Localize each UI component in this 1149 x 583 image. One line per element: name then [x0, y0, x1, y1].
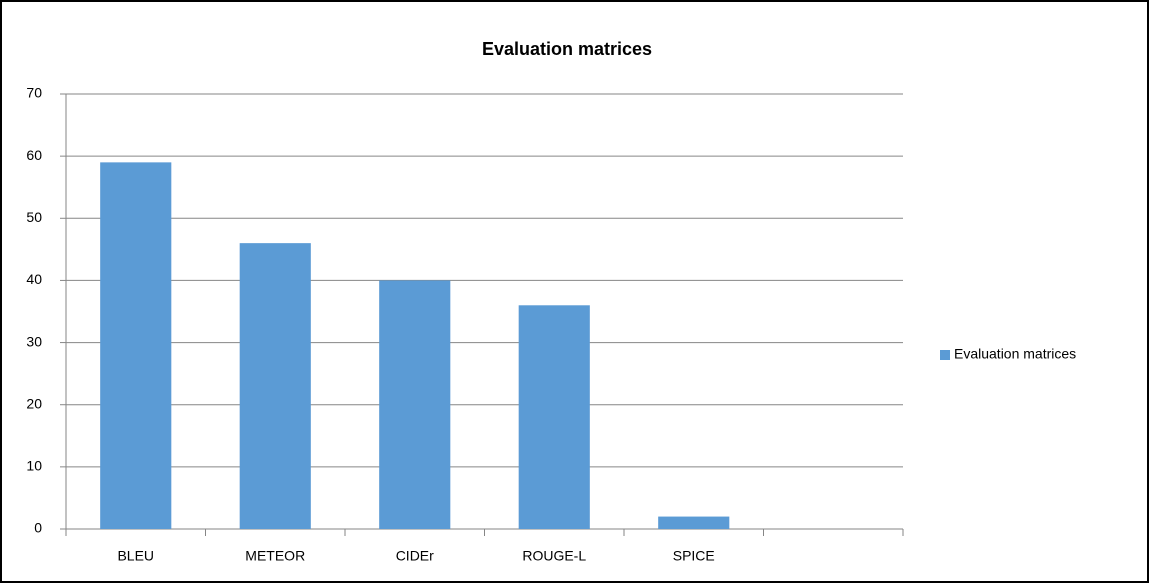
y-tick-label: 0	[34, 520, 42, 536]
chart-title: Evaluation matrices	[482, 39, 652, 59]
bar	[379, 280, 451, 529]
bar	[100, 162, 172, 529]
y-tick-label: 70	[26, 85, 42, 101]
bar	[658, 516, 730, 529]
y-tick-label: 50	[26, 209, 42, 225]
y-tick-label: 60	[26, 147, 42, 163]
x-tick-label: BLEU	[117, 548, 154, 564]
x-tick-label: ROUGE-L	[522, 548, 586, 564]
y-tick-label: 10	[26, 458, 42, 474]
bar	[239, 243, 311, 529]
y-tick-label: 30	[26, 333, 42, 349]
y-tick-label: 40	[26, 271, 42, 287]
y-tick-label: 20	[26, 395, 42, 411]
bar	[518, 305, 590, 529]
legend-swatch	[940, 350, 950, 360]
x-tick-label: METEOR	[245, 548, 305, 564]
x-tick-label: SPICE	[673, 548, 715, 564]
x-tick-label: CIDEr	[396, 548, 434, 564]
legend-label: Evaluation matrices	[954, 346, 1076, 362]
